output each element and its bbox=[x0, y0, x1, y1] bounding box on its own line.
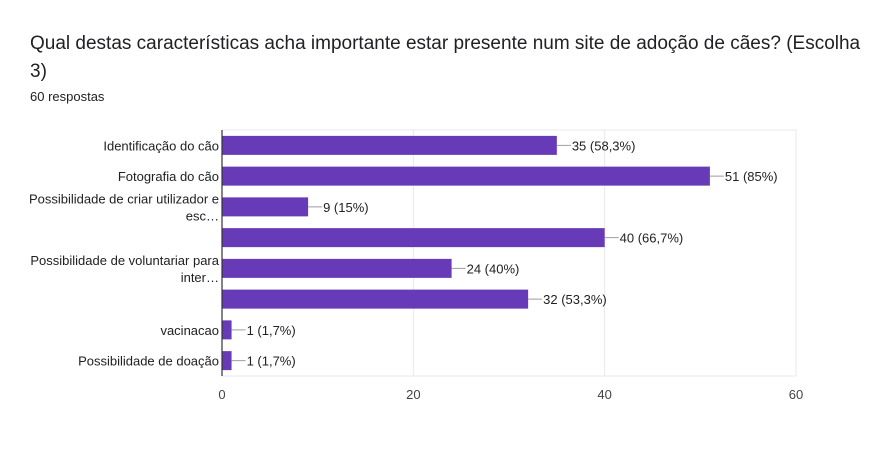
bar bbox=[222, 166, 710, 186]
bar bbox=[222, 135, 557, 155]
category-label: Possibilidade de criar utilizador e bbox=[29, 191, 219, 206]
category-label: Possibilidade de voluntariar para bbox=[30, 253, 219, 268]
data-label: 51 (85%) bbox=[725, 169, 778, 184]
data-label: 9 (15%) bbox=[323, 200, 369, 215]
bar bbox=[222, 258, 452, 278]
category-label: Fotografia do cão bbox=[118, 169, 219, 184]
bar bbox=[222, 197, 309, 217]
category-label: vacinacao bbox=[160, 323, 219, 338]
response-count: 60 respostas bbox=[30, 89, 105, 104]
x-tick-label: 0 bbox=[218, 387, 225, 402]
x-tick-label: 40 bbox=[597, 387, 611, 402]
chart-title: Qual destas características acha importa… bbox=[30, 33, 861, 82]
category-label: inter… bbox=[181, 270, 219, 285]
data-label: 1 (1,7%) bbox=[247, 354, 296, 369]
bar bbox=[222, 289, 529, 309]
category-label: Identificação do cão bbox=[103, 138, 219, 153]
data-label: 24 (40%) bbox=[467, 261, 520, 276]
data-label: 40 (66,7%) bbox=[620, 231, 684, 246]
category-label: Possibilidade de doação bbox=[78, 354, 219, 369]
category-label: esc… bbox=[186, 208, 219, 223]
bar bbox=[222, 228, 605, 248]
data-label: 32 (53,3%) bbox=[543, 292, 607, 307]
x-tick-label: 60 bbox=[789, 387, 803, 402]
x-tick-label: 20 bbox=[406, 387, 420, 402]
bar bbox=[222, 351, 232, 371]
data-label: 1 (1,7%) bbox=[247, 323, 296, 338]
data-label: 35 (58,3%) bbox=[572, 138, 636, 153]
bar bbox=[222, 320, 232, 340]
